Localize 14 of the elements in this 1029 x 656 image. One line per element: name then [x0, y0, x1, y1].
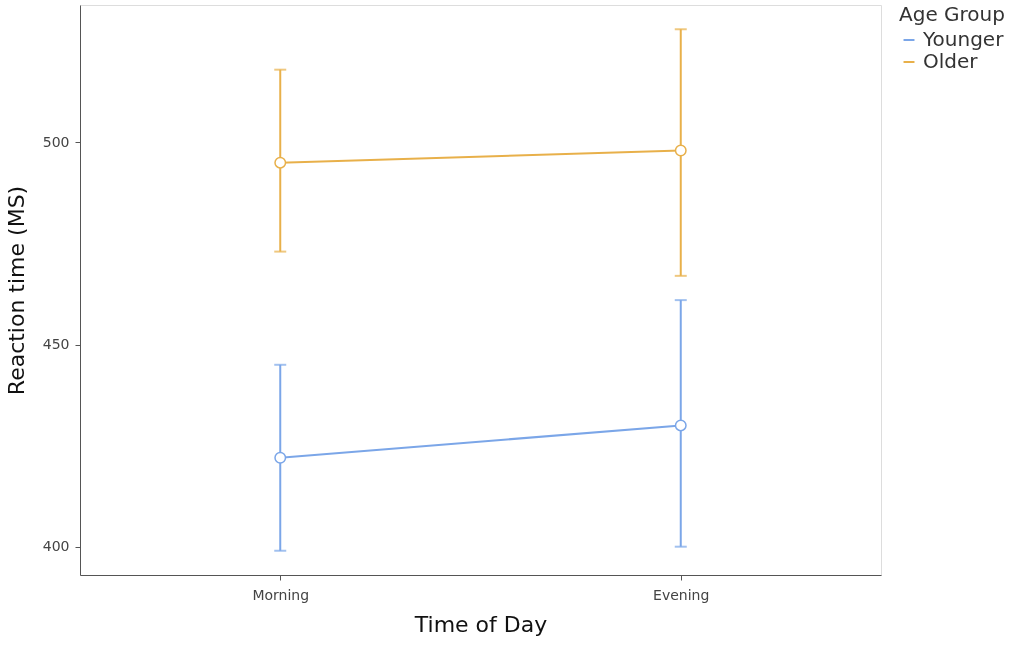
legend-label: Older: [923, 49, 979, 73]
point: [674, 144, 687, 157]
y-tick-label: 450: [42, 336, 70, 353]
x-tick-label: Morning: [252, 586, 310, 603]
x-axis-title: Time of Day: [413, 611, 548, 637]
x-tick-label: Evening: [653, 586, 710, 603]
point: [274, 451, 287, 464]
y-tick-label: 400: [42, 538, 70, 555]
legend-title: Age Group: [899, 2, 1005, 26]
y-tick-label: 500: [42, 133, 70, 150]
legend-label: Younger: [922, 27, 1005, 51]
point: [674, 419, 687, 432]
y-axis-title: Reaction time (MS): [3, 185, 29, 396]
point: [274, 156, 287, 169]
